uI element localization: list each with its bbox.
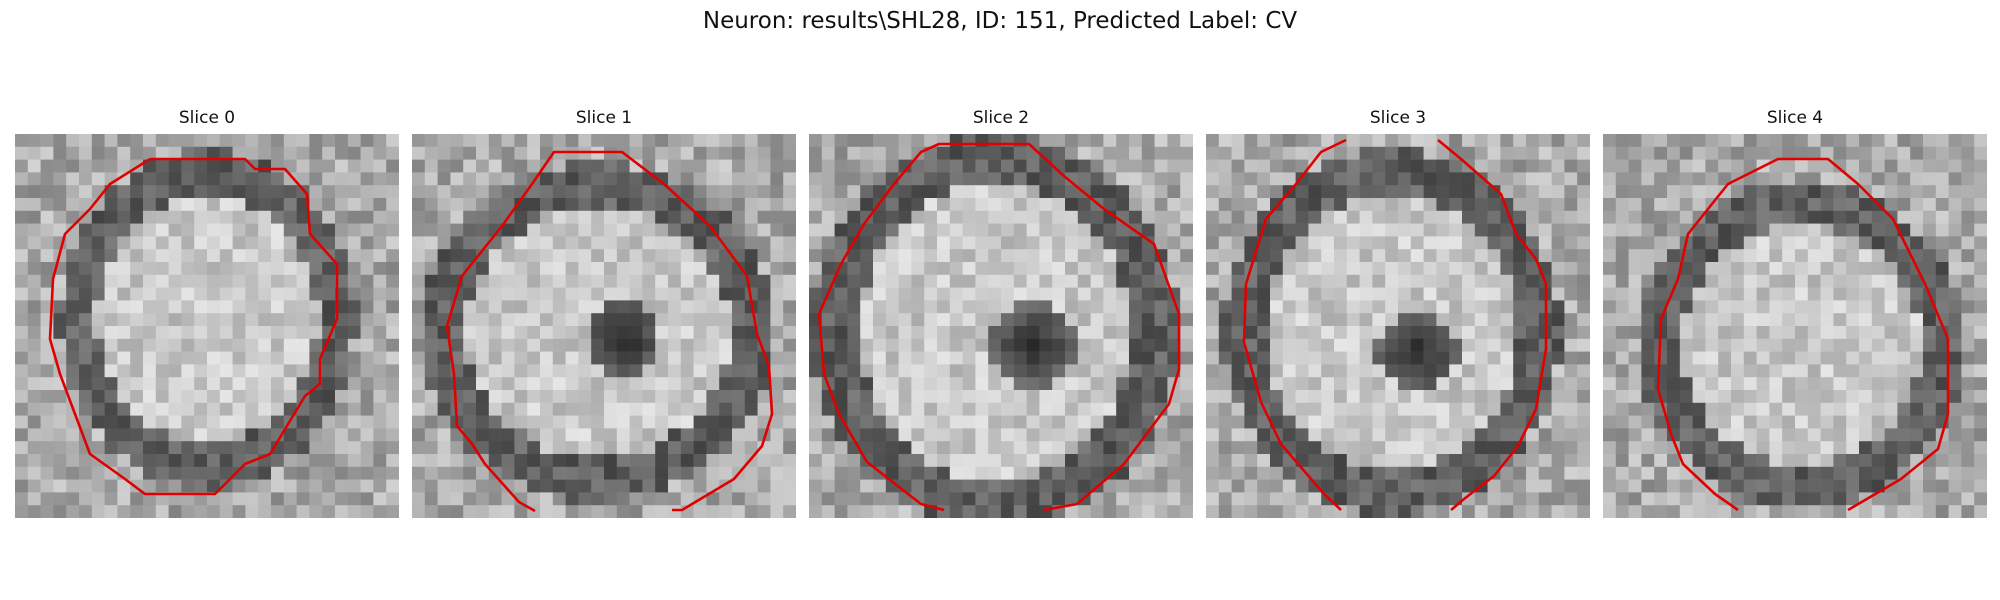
contour-line xyxy=(445,150,774,513)
slice-image xyxy=(15,134,399,518)
slice-canvas xyxy=(412,134,796,518)
contour-line xyxy=(1437,138,1548,511)
slice-image xyxy=(412,134,796,518)
slice-title: Slice 3 xyxy=(1369,108,1427,128)
slice-image xyxy=(1206,134,1590,518)
slice-canvas xyxy=(15,134,399,518)
grayscale-pixels xyxy=(15,134,399,518)
contour-line xyxy=(817,142,1181,512)
slice-canvas xyxy=(809,134,1193,518)
slice-canvas xyxy=(1206,134,1590,518)
slice-canvas xyxy=(1603,134,1987,518)
contour-line xyxy=(1242,138,1347,511)
contour-line xyxy=(1656,157,1950,512)
slice-title: Slice 4 xyxy=(1766,108,1824,128)
contour-line xyxy=(48,157,339,496)
slice-image xyxy=(809,134,1193,518)
slice-title: Slice 0 xyxy=(178,108,236,128)
grayscale-pixels xyxy=(412,134,796,518)
slice-image xyxy=(1603,134,1987,518)
slice-title: Slice 2 xyxy=(972,108,1030,128)
grayscale-pixels xyxy=(809,134,1193,518)
figure-title: Neuron: results\SHL28, ID: 151, Predicte… xyxy=(702,8,1298,34)
grayscale-pixels xyxy=(1206,134,1590,518)
slice-title: Slice 1 xyxy=(575,108,633,128)
